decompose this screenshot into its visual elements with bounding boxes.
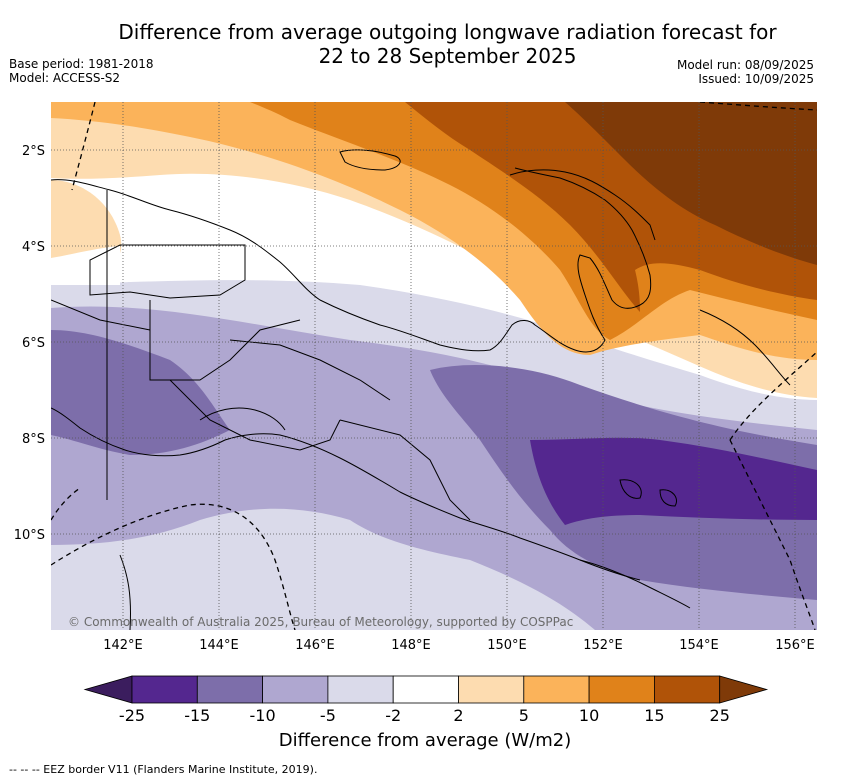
colorbar-label: Difference from average (W/m2) [278, 730, 572, 751]
title-line-2: 22 to 28 September 2025 [318, 44, 577, 68]
lon-label: 142°E [103, 638, 143, 653]
lon-label: 148°E [391, 638, 431, 653]
cape-york [119, 554, 131, 630]
colorbar-tick-label: -25 [119, 706, 145, 725]
bougainville-coast [699, 309, 791, 386]
lon-label: 156°E [775, 638, 815, 653]
anomaly-field: © Commonwealth of Australia 2025, Bureau… [51, 102, 817, 630]
lat-label: 8°S [22, 432, 45, 447]
colorbar-extend-high [719, 675, 769, 704]
lat-axis: 2°S 4°S 6°S 8°S 10°S [14, 144, 45, 543]
colorbar-tick-label: -15 [184, 706, 210, 725]
colorbar-tick-label: -5 [320, 706, 336, 725]
lon-label: 146°E [295, 638, 335, 653]
band-plus-2-5-west [51, 180, 122, 270]
admin-borders [51, 190, 471, 521]
colorbar-tick-label: 2 [453, 706, 463, 725]
colorbar-extend-low [83, 675, 133, 704]
lon-axis: 142°E 144°E 146°E 148°E 150°E 152°E 154°… [103, 638, 815, 653]
louisiade-archipelago [579, 559, 691, 609]
lon-label: 152°E [583, 638, 623, 653]
lat-label: 4°S [22, 240, 45, 255]
lon-label: 154°E [679, 638, 719, 653]
colorbar-segment [458, 675, 525, 704]
lat-label: 10°S [14, 528, 45, 543]
colorbar: -25 -15 -10 -5 -2 2 5 10 15 25 [83, 675, 769, 725]
colorbar-tick-label: -10 [250, 706, 276, 725]
colorbar-segment [392, 675, 459, 704]
issued-date: Issued: 10/09/2025 [698, 72, 814, 86]
eez-northwest [71, 102, 96, 191]
band-neutral-west [51, 246, 120, 285]
colorbar-tick-label: -2 [385, 706, 401, 725]
colorbar-segment [196, 675, 264, 704]
eez-east-north [729, 351, 817, 441]
south-coast-inlet [199, 407, 286, 431]
eez-footnote: -- -- -- EEZ border V11 (Flanders Marine… [9, 763, 318, 776]
island-east-2 [659, 489, 677, 507]
colorbar-segment [131, 675, 198, 704]
lon-label: 144°E [199, 638, 239, 653]
border-west-sepik [149, 300, 301, 381]
gridlines [51, 102, 817, 630]
colorbar-segment [523, 675, 590, 704]
model-name: Model: ACCESS-S2 [9, 71, 121, 85]
lon-label: 150°E [487, 638, 527, 653]
new-britain-coast [509, 169, 656, 241]
colorbar-tick-label: 25 [710, 706, 730, 725]
base-period: Base period: 1981-2018 [9, 57, 154, 71]
title-line-1: Difference from average outgoing longwav… [118, 20, 777, 44]
eez-borders [51, 102, 817, 630]
border-central [339, 419, 471, 521]
copyright-text: © Commonwealth of Australia 2025, Bureau… [68, 615, 573, 629]
border-papua [51, 299, 151, 331]
band-minus-25-15 [530, 437, 817, 525]
eez-northeast [699, 102, 817, 111]
model-run: Model run: 08/09/2025 [676, 58, 814, 72]
eez-southwest [51, 487, 81, 521]
new-guinea-south-coast [51, 407, 641, 581]
lat-label: 6°S [22, 336, 45, 351]
border-gulf [169, 379, 341, 451]
border-highlands [229, 339, 391, 401]
border-sandaun [89, 244, 246, 299]
colorbar-segment [262, 675, 329, 704]
chart-title: Difference from average outgoing longwav… [90, 20, 805, 68]
eez-east-south [729, 439, 816, 630]
band-minus-15-10-west [51, 330, 230, 455]
band-plus-25 [565, 102, 817, 265]
colorbar-segment [654, 675, 721, 704]
meta-left: Base period: 1981-2018 Model: ACCESS-S2 [9, 57, 154, 85]
meta-right: Model run: 08/09/2025 Issued: 10/09/2025 [677, 58, 814, 86]
colorbar-tick-label: 10 [579, 706, 599, 725]
colorbar-segment [588, 675, 655, 704]
colorbar-tick-label: 15 [644, 706, 664, 725]
lat-label: 2°S [22, 144, 45, 159]
colorbar-tick-label: 5 [519, 706, 529, 725]
colorbar-segment [327, 675, 394, 704]
island-east-1 [619, 479, 642, 499]
